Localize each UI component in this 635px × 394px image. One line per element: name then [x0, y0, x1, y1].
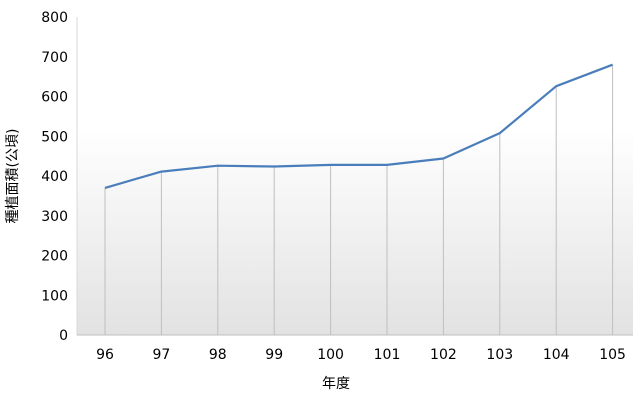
y-tick-label: 100 [41, 288, 68, 304]
y-tick-label: 0 [59, 328, 68, 344]
x-tick-label: 96 [96, 347, 114, 363]
y-tick-label: 200 [41, 249, 68, 265]
y-tick-label: 800 [41, 10, 68, 26]
x-tick-label: 105 [599, 347, 626, 363]
plot-background [77, 17, 633, 335]
x-tick-label: 101 [374, 347, 401, 363]
y-axis-label: 種植面積(公頃) [5, 129, 21, 224]
series-line [104, 63, 613, 189]
x-tick-label: 100 [317, 347, 344, 363]
y-tick-label: 400 [41, 169, 68, 185]
x-tick-label: 98 [209, 347, 227, 363]
x-tick-label: 102 [430, 347, 457, 363]
x-tick-label: 97 [152, 347, 170, 363]
y-axis-ticks: 0 100 200 300 400 500 600 700 800 [41, 10, 68, 344]
drop-lines [104, 64, 614, 335]
y-tick-label: 500 [41, 129, 68, 145]
y-tick-label: 700 [41, 50, 68, 66]
x-tick-label: 103 [486, 347, 513, 363]
x-tick-label: 104 [543, 347, 570, 363]
x-axis-label: 年度 [322, 376, 350, 392]
y-tick-label: 300 [41, 209, 68, 225]
x-axis-ticks: 96 97 98 99 100 101 102 103 104 105 [96, 347, 626, 363]
y-tick-label: 600 [41, 90, 68, 106]
x-tick-label: 99 [265, 347, 283, 363]
